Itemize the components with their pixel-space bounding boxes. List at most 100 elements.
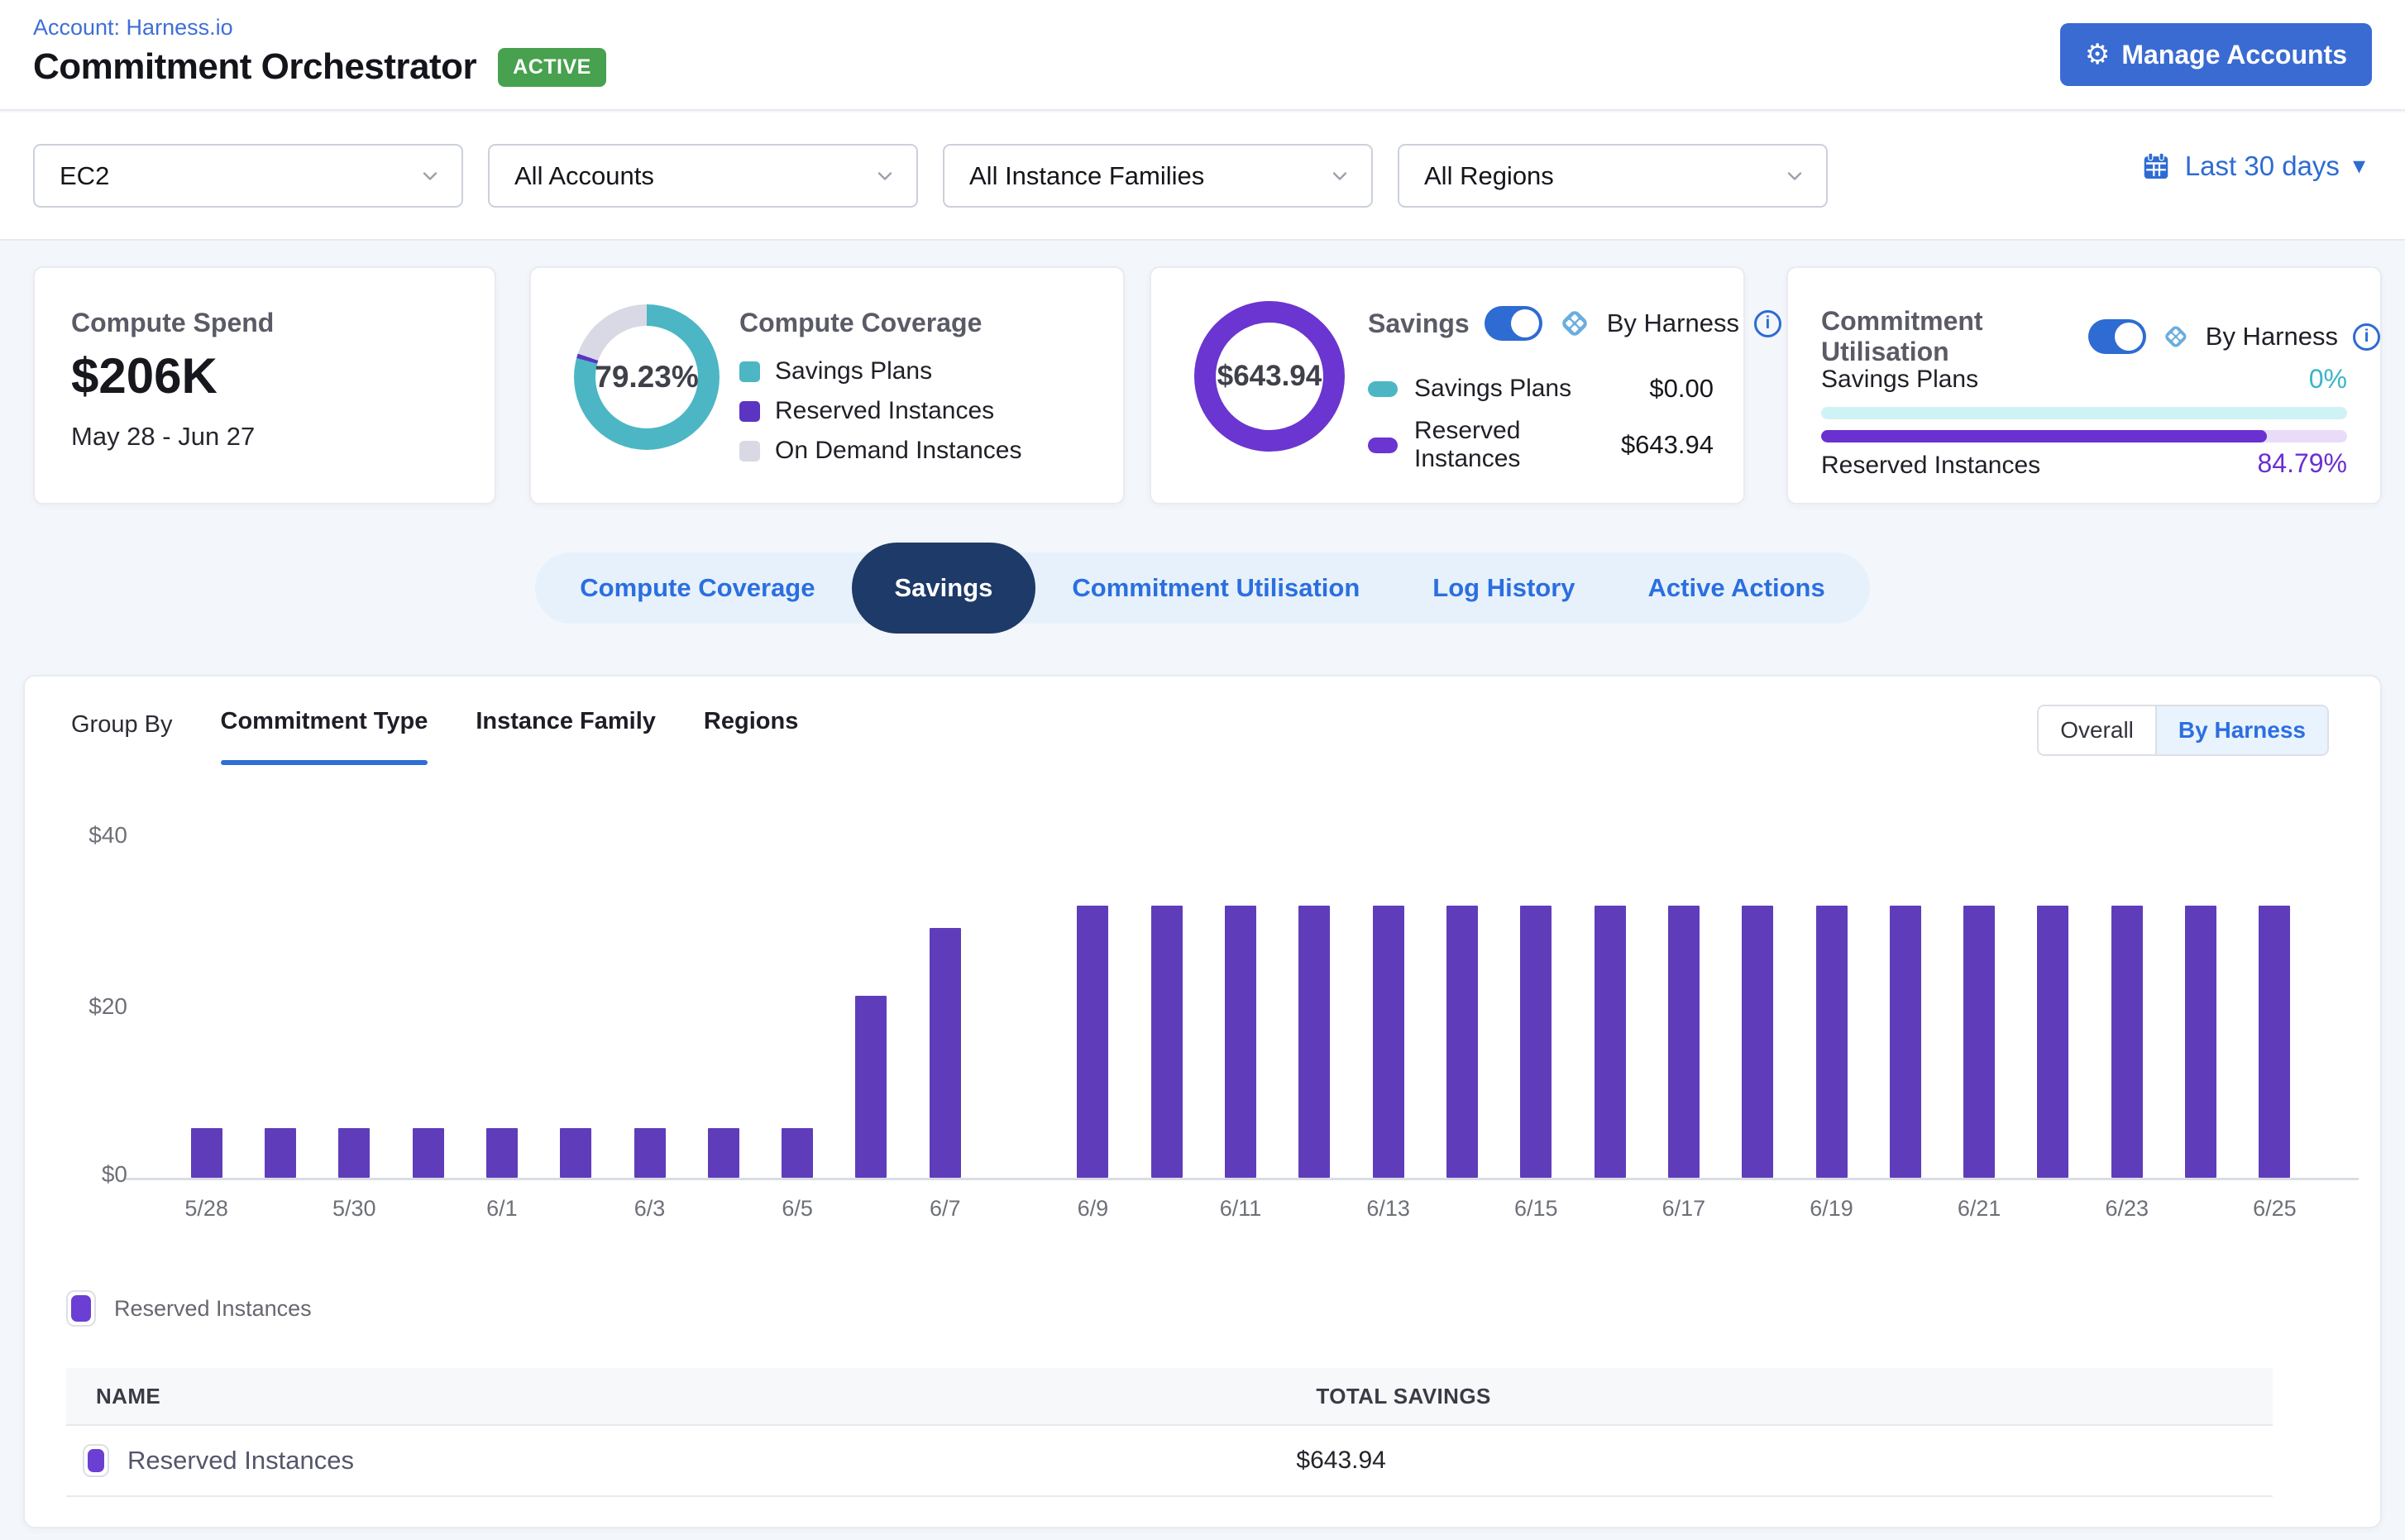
chevron-down-icon [873,165,896,188]
bar-slot [391,835,465,1178]
bar-6/3[interactable] [634,1128,666,1178]
bar-6/5[interactable] [782,1128,813,1178]
view-toggle-by-harness[interactable]: By Harness [2155,706,2327,754]
tab-compute-coverage[interactable]: Compute Coverage [543,552,851,624]
bar-5/31[interactable] [413,1128,444,1178]
bar-6/14[interactable] [1446,906,1478,1178]
legend-item: Reserved Instances [739,397,1022,425]
bar-slot [982,835,1055,1178]
reserved-instances-swatch [1368,438,1398,453]
bar-slot [1425,835,1499,1178]
savings-bar-chart: 5/285/306/16/36/56/76/96/116/136/156/176… [170,835,2312,1178]
main-tabs-wrap: Compute Coverage Savings Commitment Util… [0,552,2405,624]
view-toggle: Overall By Harness [2037,705,2329,756]
tab-savings[interactable]: Savings [852,543,1036,634]
info-icon[interactable]: i [1754,310,1781,337]
legend-label: Reserved Instances [775,397,994,425]
reserved-instances-legend-checkbox[interactable] [66,1290,96,1327]
by-harness-toggle[interactable] [2088,319,2146,354]
row-total-savings: $643.94 [1286,1447,2273,1475]
bar-6/6[interactable] [855,996,887,1178]
tab-log-history[interactable]: Log History [1396,552,1611,624]
regions-select[interactable]: All Regions [1398,144,1828,208]
x-tick-label: 6/9 [1078,1196,1109,1222]
legend-label: On Demand Instances [775,437,1022,465]
bar-slot: 6/3 [613,835,686,1178]
bar-5/30[interactable] [338,1128,370,1178]
tab-commitment-utilisation[interactable]: Commitment Utilisation [1035,552,1396,624]
bar-6/20[interactable] [1890,906,1921,1178]
bar-slot [539,835,613,1178]
x-tick-label: 5/30 [332,1196,376,1222]
reserved-instances-row-checkbox[interactable] [83,1444,109,1477]
instance-families-select[interactable]: All Instance Families [943,144,1373,208]
regions-select-value: All Regions [1424,161,1554,191]
date-range-picker[interactable]: Last 30 days ▾ [2140,151,2365,182]
instance-families-select-value: All Instance Families [969,161,1204,191]
manage-accounts-button[interactable]: ⚙ Manage Accounts [2060,23,2372,86]
bar-6/24[interactable] [2185,906,2216,1178]
bar-slot: 6/13 [1351,835,1425,1178]
bar-5/29[interactable] [265,1128,296,1178]
bar-slot [1278,835,1351,1178]
savings-title: Savings [1368,308,1470,339]
savings-plans-swatch [1368,381,1398,397]
bar-6/22[interactable] [2037,906,2068,1178]
group-tab-commitment-type[interactable]: Commitment Type [221,708,428,742]
compute-spend-card: Compute Spend $206K May 28 - Jun 27 [33,266,496,505]
bar-6/2[interactable] [560,1128,591,1178]
x-tick-label: 6/3 [634,1196,666,1222]
bar-6/1[interactable] [486,1128,518,1178]
commitment-utilisation-card: Commitment Utilisation By Harness i Savi… [1786,266,2382,505]
info-icon[interactable]: i [2353,323,2380,351]
savings-donut-chart: $643.94 [1194,301,1345,452]
view-toggle-overall[interactable]: Overall [2039,706,2155,754]
x-tick-label: 6/1 [486,1196,518,1222]
bar-5/28[interactable] [191,1128,222,1178]
bar-6/9[interactable] [1077,906,1108,1178]
table-row[interactable]: Reserved Instances $643.94 [66,1426,2273,1497]
filter-bar: EC2 All Accounts All Instance Families A… [0,112,2405,241]
service-select[interactable]: EC2 [33,144,463,208]
bar-slot [834,835,908,1178]
bar-6/19[interactable] [1816,906,1848,1178]
commitment-orchestrator-page: Account: Harness.io Commitment Orchestra… [0,0,2405,1540]
savings-plans-percent: 0% [2309,364,2347,395]
bar-slot: 5/28 [170,835,243,1178]
date-range-value: Last 30 days [2185,151,2340,182]
bar-6/4[interactable] [708,1128,739,1178]
row-label: Savings Plans [1414,375,1571,403]
bar-6/15[interactable] [1520,906,1552,1178]
bar-6/21[interactable] [1963,906,1995,1178]
reserved-instances-label: Reserved Instances [1821,452,2040,480]
chevron-down-icon [1783,165,1806,188]
by-harness-toggle[interactable] [1485,306,1542,341]
bar-6/7[interactable] [930,928,961,1178]
bar-6/12[interactable] [1298,906,1330,1178]
bar-6/10[interactable] [1151,906,1183,1178]
bar-6/23[interactable] [2111,906,2143,1178]
bar-slot [1130,835,1203,1178]
x-tick-label: 6/25 [2253,1196,2297,1222]
tab-active-actions[interactable]: Active Actions [1612,552,1862,624]
bar-6/25[interactable] [2259,906,2290,1178]
bar-slot [2164,835,2237,1178]
accounts-select[interactable]: All Accounts [488,144,918,208]
bar-6/16[interactable] [1595,906,1626,1178]
legend-item: Savings Plans [739,357,1022,385]
bar-slot: 6/17 [1647,835,1720,1178]
row-name: Reserved Instances [127,1446,354,1475]
savings-row: Reserved Instances $643.94 [1368,417,1714,473]
bar-6/11[interactable] [1225,906,1256,1178]
table-header: NAME TOTAL SAVINGS [66,1368,2273,1426]
bar-6/13[interactable] [1373,906,1404,1178]
bar-6/17[interactable] [1668,906,1700,1178]
bar-slot [2016,835,2090,1178]
account-breadcrumb-link[interactable]: Account: Harness.io [33,15,233,41]
column-header-total-savings: TOTAL SAVINGS [1286,1384,2273,1409]
main-tab-bar: Compute Coverage Savings Commitment Util… [535,552,1869,624]
group-tab-regions[interactable]: Regions [704,708,798,742]
bar-6/18[interactable] [1742,906,1773,1178]
commitment-utilisation-header: Commitment Utilisation By Harness i [1821,306,2380,367]
group-tab-instance-family[interactable]: Instance Family [476,708,656,742]
